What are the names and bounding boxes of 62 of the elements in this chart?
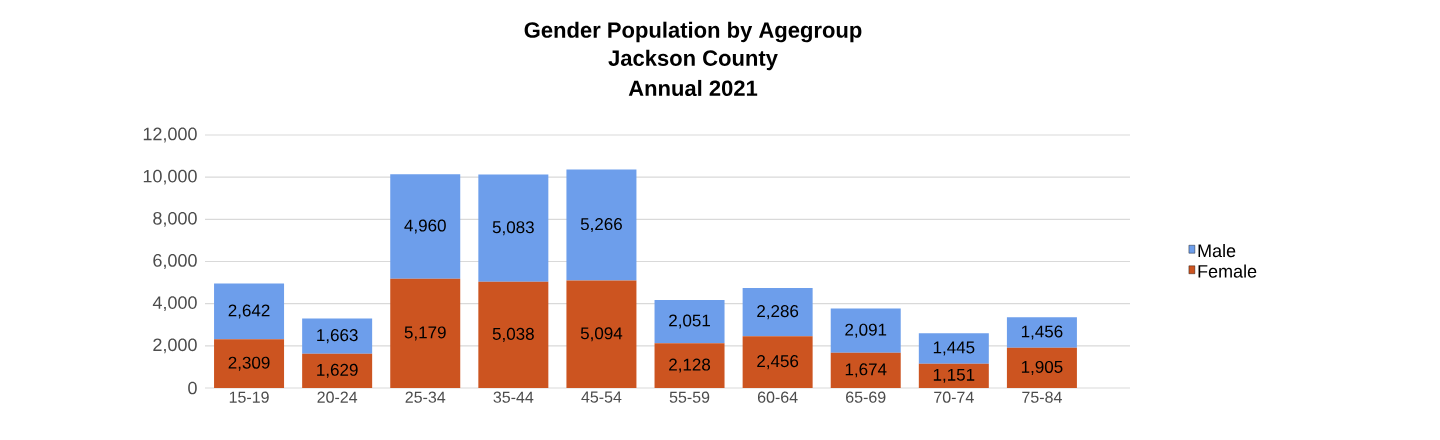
data-label: 1,663 — [317, 329, 358, 344]
data-label: 2,091 — [845, 323, 887, 338]
bar — [214, 339, 285, 388]
data-label: 5,083 — [492, 221, 534, 236]
chart-subtitle: Jackson County — [608, 49, 778, 71]
bar — [1006, 347, 1077, 388]
data-label: 2,128 — [669, 358, 711, 373]
data-label: 1,629 — [317, 363, 358, 378]
bar — [918, 363, 989, 388]
data-label: 2,051 — [669, 314, 710, 329]
data-label: 1,456 — [1021, 325, 1063, 340]
legend-label: Female — [1198, 264, 1257, 278]
bar — [566, 169, 637, 281]
data-label: 2,456 — [757, 355, 799, 370]
data-label: 5,038 — [492, 327, 534, 342]
data-label: 2,309 — [228, 356, 270, 371]
bar — [302, 353, 373, 388]
data-label: 4,960 — [404, 219, 446, 234]
data-label: 1,905 — [1021, 360, 1063, 375]
data-label: 2,286 — [757, 305, 799, 320]
data-label: 5,266 — [580, 218, 622, 233]
bar — [742, 336, 813, 388]
x-tick-label: 20-24 — [317, 391, 358, 403]
bar — [918, 333, 989, 364]
x-tick-label: 65-69 — [846, 391, 886, 403]
y-tick-label: 2,000 — [153, 338, 197, 354]
data-label: 1,151 — [933, 368, 975, 383]
data-label: 5,179 — [404, 326, 446, 341]
data-label: 1,674 — [845, 363, 887, 378]
bar — [390, 278, 461, 388]
bar — [830, 308, 901, 353]
bar — [478, 174, 549, 282]
bar — [566, 280, 637, 388]
y-tick-label: 10,000 — [143, 169, 197, 185]
y-tick-label: 8,000 — [153, 211, 197, 227]
x-tick-label: 15-19 — [229, 391, 269, 403]
x-tick-label: 45-54 — [581, 391, 622, 403]
data-label: 1,445 — [933, 341, 975, 356]
y-tick-label: 6,000 — [153, 254, 197, 269]
y-tick-label: 0 — [188, 381, 197, 395]
legend-label: Male — [1198, 243, 1236, 258]
bar — [654, 299, 725, 344]
bar — [214, 283, 285, 340]
text: Annual 2021 — [628, 79, 758, 97]
bar — [1006, 317, 1077, 348]
x-tick-label: 25-34 — [405, 391, 446, 403]
bar — [390, 174, 461, 279]
data-label: 5,094 — [580, 327, 623, 342]
x-tick-label: 75-84 — [1022, 391, 1062, 403]
data-label: 2,642 — [228, 304, 270, 319]
bar — [830, 352, 901, 388]
x-tick-label: 35-44 — [493, 391, 534, 403]
x-tick-label: 70-74 — [934, 391, 974, 403]
y-tick-label: 12,000 — [143, 127, 197, 143]
x-tick-label: 55-59 — [669, 391, 710, 403]
bar — [478, 281, 549, 388]
bar — [302, 318, 373, 354]
chart-title: Gender Population by Agegroup — [524, 21, 862, 43]
x-tick-label: 60-64 — [757, 391, 798, 403]
bar — [654, 343, 725, 388]
y-tick-label: 4,000 — [152, 296, 197, 312]
bar — [742, 288, 813, 337]
